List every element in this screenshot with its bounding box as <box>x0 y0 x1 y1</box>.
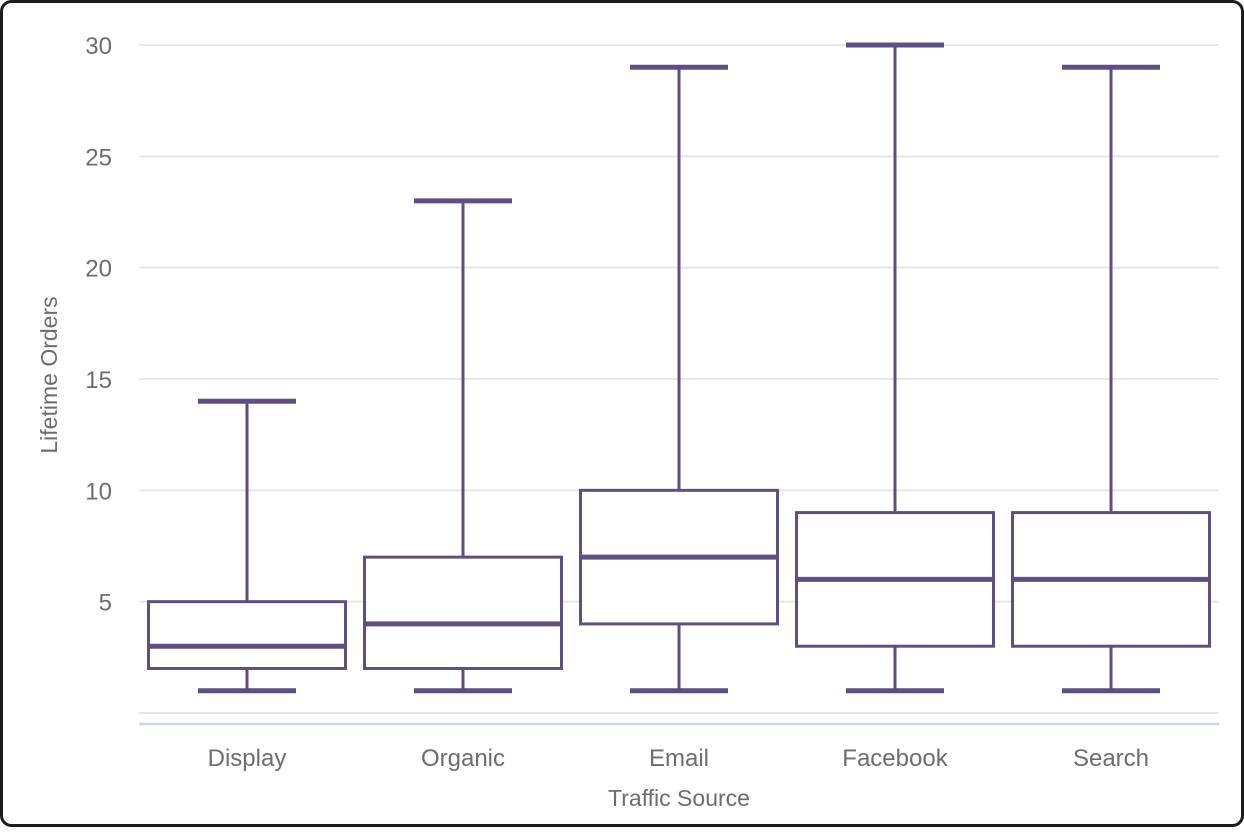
y-axis-tick-labels: 5 10 15 20 25 30 <box>85 33 112 617</box>
x-axis-category-labels: Display Organic Email Facebook Search <box>208 745 1149 772</box>
y-tick-label-5: 5 <box>99 590 112 617</box>
y-tick-label-20: 20 <box>85 256 112 283</box>
category-label-email: Email <box>649 745 709 772</box>
y-tick-label-10: 10 <box>85 478 112 505</box>
box-group-facebook[interactable] <box>795 42 995 694</box>
category-label-organic: Organic <box>421 745 505 772</box>
y-axis-title: Lifetime Orders <box>36 296 62 453</box>
iqr-box[interactable] <box>363 555 563 670</box>
y-tick-label-25: 25 <box>85 144 112 171</box>
y-tick-label-15: 15 <box>85 367 112 394</box>
box-group-email[interactable] <box>579 64 779 694</box>
iqr-box[interactable] <box>147 600 347 670</box>
category-label-facebook: Facebook <box>842 745 948 772</box>
category-label-search: Search <box>1073 745 1149 772</box>
box-group-organic[interactable] <box>363 198 563 694</box>
x-axis-title: Traffic Source <box>608 785 750 811</box>
y-tick-label-30: 30 <box>85 33 112 60</box>
category-label-display: Display <box>208 745 287 772</box>
box-group-display[interactable] <box>147 398 347 694</box>
box-group-search[interactable] <box>1011 64 1211 694</box>
